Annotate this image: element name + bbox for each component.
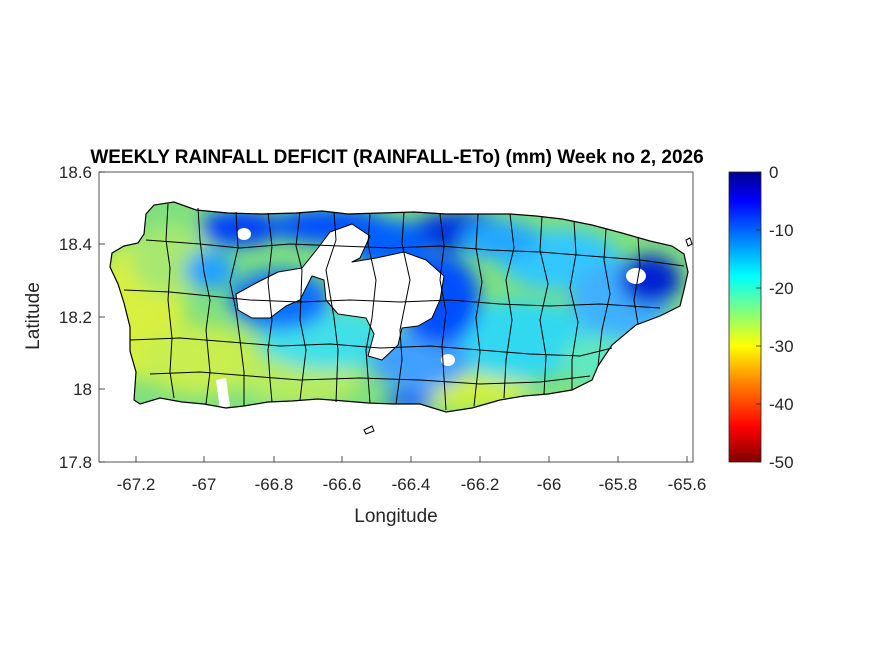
- colorbar-tick-label: -40: [769, 395, 794, 414]
- colorbar-tick-label: -30: [769, 337, 794, 356]
- no-data-area-southwest: [216, 378, 230, 410]
- x-tick-label: -66.8: [255, 475, 294, 494]
- y-tick-label: 18: [73, 380, 92, 399]
- municipality-boundaries: [123, 203, 685, 411]
- y-tick-label: 18.4: [59, 235, 92, 254]
- y-tick-label: 18.6: [59, 163, 92, 182]
- x-tick-label: -66.6: [323, 475, 362, 494]
- x-tick-label: -66: [537, 475, 562, 494]
- y-tick-label: 18.2: [59, 308, 92, 327]
- no-data-area-south: [441, 354, 455, 366]
- small-island-caja-de-muertos: [363, 425, 375, 435]
- no-data-area-north: [237, 228, 251, 240]
- x-tick-label: -65.8: [599, 475, 638, 494]
- x-tick-label: -67.2: [117, 475, 156, 494]
- no-data-area-central: [236, 224, 444, 360]
- colorbar-tick-label: -10: [769, 221, 794, 240]
- colorbar-ticks: [756, 171, 761, 463]
- no-data-area-east: [626, 268, 646, 284]
- colorbar: [728, 171, 762, 463]
- x-tick-label: -65.6: [668, 475, 707, 494]
- x-tick-label: -66.4: [392, 475, 431, 494]
- colorbar-tick-label: -50: [769, 453, 794, 472]
- y-axis-label: Latitude: [23, 282, 44, 350]
- colorbar-tick-label: -20: [769, 279, 794, 298]
- x-axis-label: Longitude: [354, 506, 437, 527]
- x-tick-label: -67: [192, 475, 217, 494]
- offshore-islet-east: [685, 237, 693, 247]
- x-tick-label: -66.2: [461, 475, 500, 494]
- axis-ticks: [99, 171, 688, 463]
- island-coastline: [109, 201, 689, 413]
- chart-title: WEEKLY RAINFALL DEFICIT (RAINFALL-ETo) (…: [90, 147, 703, 168]
- colorbar-tick-label: 0: [769, 163, 778, 182]
- y-tick-label: 17.8: [59, 453, 92, 472]
